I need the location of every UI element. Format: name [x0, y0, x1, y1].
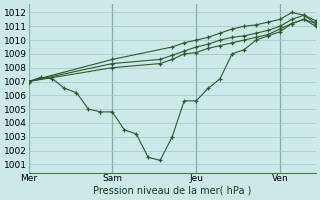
X-axis label: Pression niveau de la mer( hPa ): Pression niveau de la mer( hPa ) — [93, 186, 252, 196]
